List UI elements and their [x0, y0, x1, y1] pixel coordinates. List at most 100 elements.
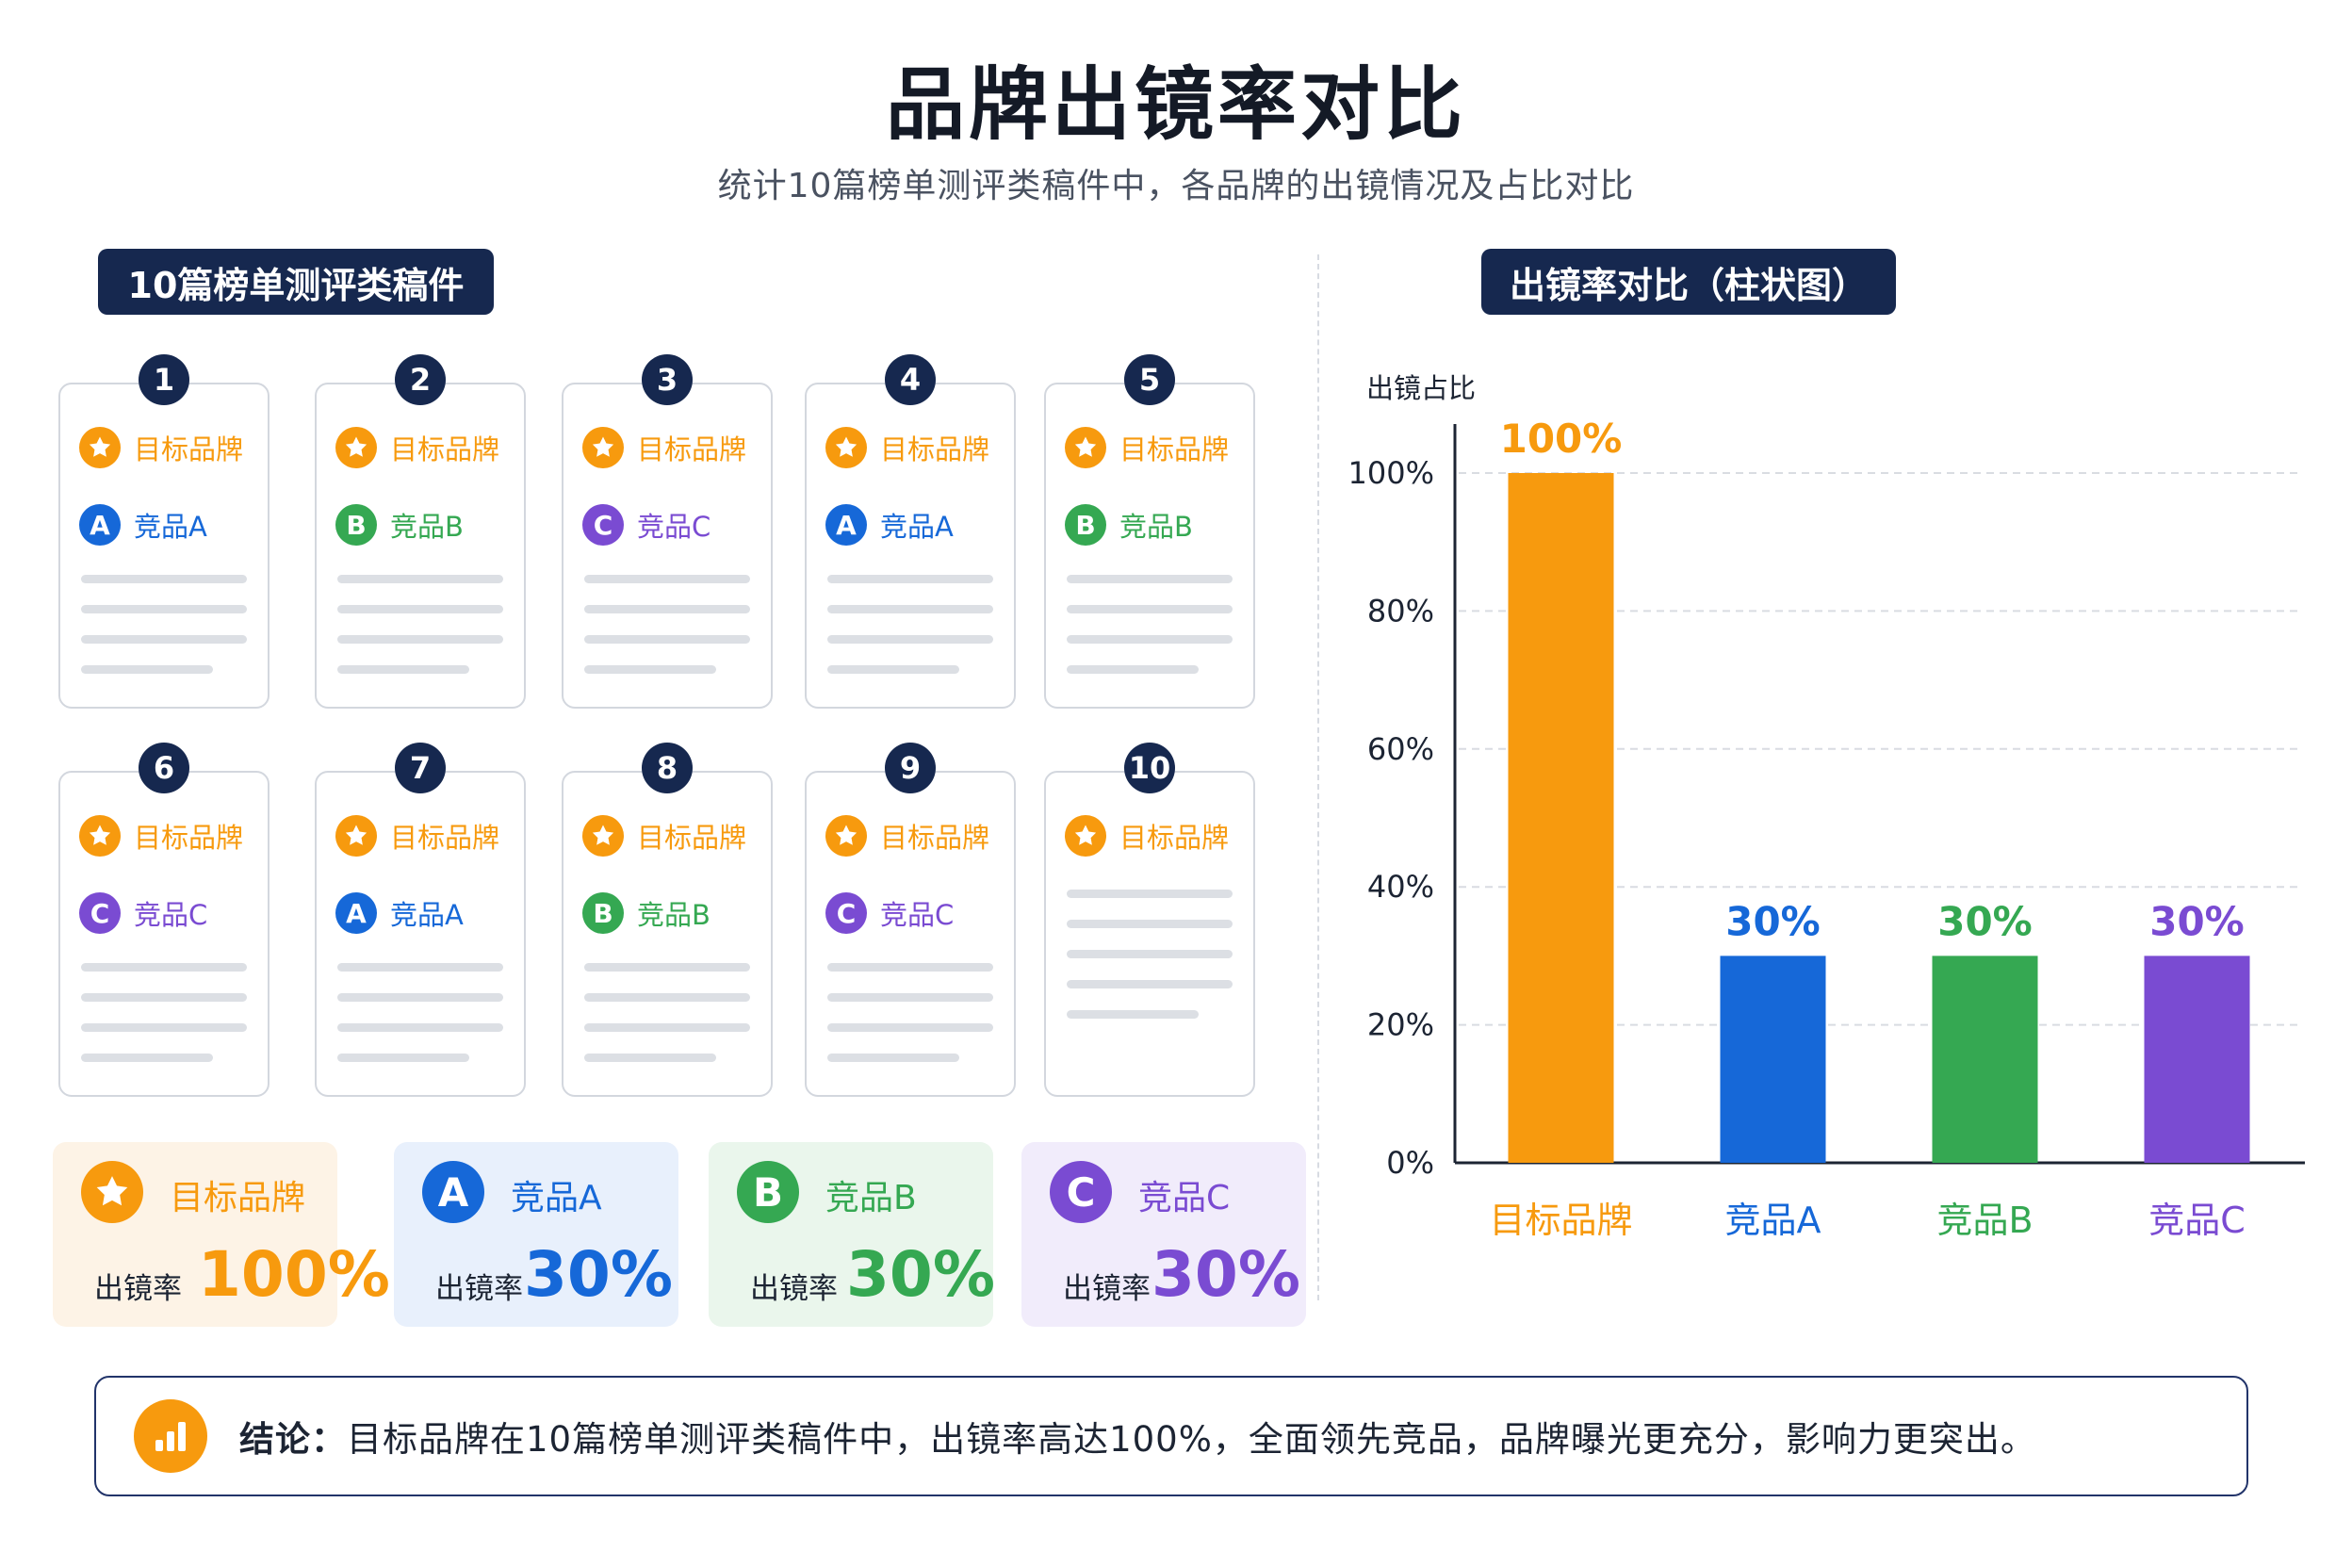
article-card: 3 目标品牌 C 竞品C	[562, 354, 773, 709]
summary-brand-name: 目标品牌	[170, 1179, 306, 1217]
brand-mention-label: 竞品B	[637, 899, 710, 931]
text-placeholder-line	[1067, 890, 1233, 898]
brand-letter-badge: A	[422, 1161, 484, 1223]
summary-rate-label: 出镜率	[1063, 1272, 1151, 1306]
text-placeholder-line	[827, 575, 993, 583]
x-tick-label: 目标品牌	[1489, 1200, 1632, 1241]
bar	[2144, 956, 2250, 1163]
summary-card: 目标品牌 出镜率 100%	[53, 1142, 390, 1327]
y-tick-label: 60%	[1367, 731, 1434, 767]
text-placeholder-line	[1067, 980, 1233, 988]
article-card: 9 目标品牌 C 竞品C	[805, 743, 1016, 1097]
brand-letter-badge: C	[79, 892, 121, 934]
brand-mention-label: 竞品A	[880, 511, 954, 543]
brand-mention-label: 目标品牌	[637, 433, 747, 466]
y-tick-label: 40%	[1367, 869, 1434, 905]
brand-mention-label: 目标品牌	[880, 822, 990, 854]
bar	[1932, 956, 2038, 1163]
brand-mention: 目标品牌	[582, 424, 746, 471]
text-placeholder-line	[81, 575, 247, 583]
brand-mention-label: 竞品A	[390, 899, 464, 931]
text-placeholder-line	[827, 993, 993, 1002]
article-number: 9	[885, 743, 936, 793]
star-icon	[1065, 427, 1106, 468]
summary-rate-value: 30%	[846, 1238, 995, 1311]
brand-mention: C 竞品C	[79, 890, 207, 937]
brand-letter-badge: A	[79, 504, 121, 546]
y-axis-label: 出镜占比	[1366, 372, 1476, 404]
article-card: 8 目标品牌 B 竞品B	[562, 743, 773, 1097]
brand-mention: A 竞品A	[335, 890, 464, 937]
summary-brand-name: 竞品C	[1138, 1179, 1231, 1217]
text-placeholder-line	[1067, 665, 1199, 674]
article-card: 1 目标品牌 A 竞品A	[58, 354, 270, 709]
text-placeholder-line	[1067, 635, 1233, 644]
articles-section-title: 10篇榜单测评类稿件	[98, 249, 494, 315]
text-placeholder-line	[337, 635, 503, 644]
text-placeholder-line	[827, 1023, 993, 1032]
conclusion-box: 结论：目标品牌在10篇榜单测评类稿件中，出镜率高达100%，全面领先竞品，品牌曝…	[94, 1376, 2248, 1496]
brand-mention-label: 目标品牌	[390, 822, 500, 854]
brand-letter-badge: B	[335, 504, 377, 546]
x-tick-label: 竞品B	[1936, 1200, 2033, 1241]
summary-rate-value: 100%	[198, 1238, 390, 1311]
star-icon	[582, 815, 624, 857]
text-placeholder-line	[584, 1023, 750, 1032]
text-placeholder-line	[584, 605, 750, 613]
article-card: 2 目标品牌 B 竞品B	[315, 354, 526, 709]
article-number: 10	[1124, 743, 1175, 793]
star-icon	[79, 427, 121, 468]
summary-card: A 竞品A 出镜率 30%	[394, 1142, 678, 1327]
brand-mention: 目标品牌	[335, 424, 499, 471]
chart-section-title: 出镜率对比（柱状图）	[1481, 249, 1896, 315]
data-label: 30%	[1725, 898, 1821, 944]
y-tick-label: 100%	[1348, 455, 1434, 491]
text-placeholder-line	[81, 1054, 213, 1062]
x-tick-label: 竞品A	[1725, 1200, 1821, 1241]
data-label: 30%	[1937, 898, 2033, 944]
summary-card: B 竞品B 出镜率 30%	[709, 1142, 995, 1327]
text-placeholder-line	[827, 605, 993, 613]
star-icon	[825, 815, 867, 857]
bar	[1720, 956, 1826, 1163]
text-placeholder-line	[584, 993, 750, 1002]
text-placeholder-line	[337, 575, 503, 583]
brand-mention: 目标品牌	[1065, 424, 1229, 471]
article-number: 6	[139, 743, 189, 793]
conclusion-body: 目标品牌在10篇榜单测评类稿件中，出镜率高达100%，全面领先竞品，品牌曝光更充…	[347, 1419, 2036, 1460]
y-tick-label: 20%	[1367, 1007, 1434, 1043]
summary-rate-value: 30%	[1152, 1238, 1300, 1311]
text-placeholder-line	[337, 665, 469, 674]
text-placeholder-line	[337, 963, 503, 972]
article-card: 4 目标品牌 A 竞品A	[805, 354, 1016, 709]
brand-mention: A 竞品A	[79, 501, 207, 548]
article-card: 6 目标品牌 C 竞品C	[58, 743, 270, 1097]
brand-mention: 目标品牌	[825, 812, 989, 859]
brand-mention-label: 目标品牌	[1119, 433, 1230, 466]
star-icon	[335, 427, 377, 468]
brand-mention: C 竞品C	[582, 501, 710, 548]
article-card: 5 目标品牌 B 竞品B	[1044, 354, 1255, 709]
brand-letter-badge: C	[1050, 1161, 1112, 1223]
star-icon	[79, 815, 121, 857]
brand-mention-label: 竞品B	[1119, 511, 1193, 543]
brand-letter-badge: A	[335, 892, 377, 934]
summary-brand-name: 竞品A	[511, 1179, 602, 1217]
text-placeholder-line	[81, 963, 247, 972]
text-placeholder-line	[1067, 920, 1233, 928]
summary-rate-label: 出镜率	[435, 1272, 523, 1306]
article-number: 4	[885, 354, 936, 405]
article-number: 1	[139, 354, 189, 405]
brand-mention-label: 竞品C	[134, 899, 208, 931]
text-placeholder-line	[1067, 1010, 1199, 1019]
text-placeholder-line	[337, 1054, 469, 1062]
summary-brand-name: 竞品B	[825, 1179, 917, 1217]
brand-mention: A 竞品A	[825, 501, 954, 548]
summary-rate-label: 出镜率	[750, 1272, 838, 1306]
article-number: 2	[395, 354, 446, 405]
brand-mention: 目标品牌	[582, 812, 746, 859]
summary-card: C 竞品C 出镜率 30%	[1021, 1142, 1306, 1327]
text-placeholder-line	[827, 1054, 959, 1062]
brand-mention: 目标品牌	[825, 424, 989, 471]
brand-mention: C 竞品C	[825, 890, 954, 937]
